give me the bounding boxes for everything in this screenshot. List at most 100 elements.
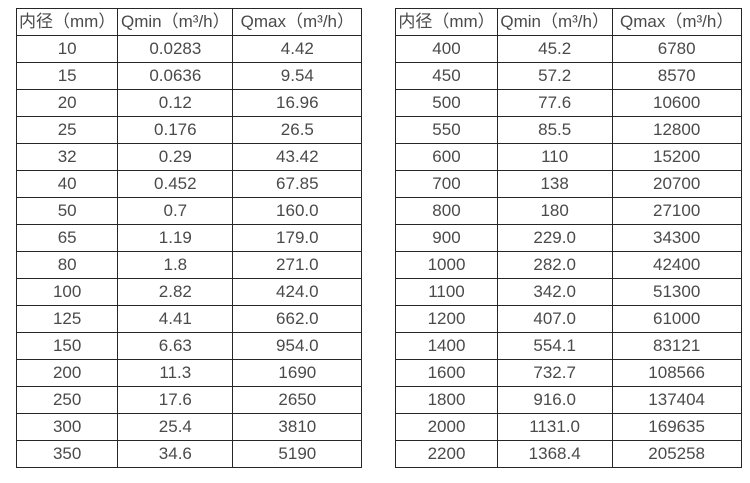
table-cell: 77.6 — [496, 89, 613, 117]
table-row: 450 57.2 8570 — [395, 62, 742, 90]
table-cell: 900 — [395, 224, 498, 252]
table-cell: 83121 — [611, 332, 742, 360]
table-cell: 15200 — [611, 143, 742, 171]
table-cell: 3810 — [232, 413, 363, 441]
table-row: 1000 282.0 42400 — [395, 251, 742, 279]
table-cell: 4.42 — [232, 35, 363, 63]
table-cell: 25 — [15, 116, 119, 144]
table-cell: 732.7 — [496, 359, 613, 387]
col-header-diameter: 内径（mm） — [15, 8, 119, 36]
table-cell: 180 — [496, 197, 613, 225]
table-cell: 80 — [15, 251, 119, 279]
table-cell: 2650 — [232, 386, 363, 414]
table-row: 400 45.2 6780 — [395, 35, 742, 63]
table-cell: 20 — [15, 89, 119, 117]
table-row: 10 0.0283 4.42 — [15, 35, 363, 63]
table-cell: 85.5 — [496, 116, 613, 144]
table-cell: 179.0 — [232, 224, 363, 252]
col-header-qmin: Qmin（m³/h） — [496, 8, 613, 36]
table-cell: 65 — [15, 224, 119, 252]
table-cell: 42400 — [611, 251, 742, 279]
table-cell: 1131.0 — [496, 413, 613, 441]
table-row: 250 17.6 2650 — [15, 386, 363, 414]
header-row: 内径（mm） Qmin（m³/h） Qmax（m³/h） — [15, 8, 363, 36]
table-cell: 10600 — [611, 89, 742, 117]
table-cell: 150 — [15, 332, 119, 360]
table-cell: 9.54 — [232, 62, 363, 90]
table-row: 1600 732.7 108566 — [395, 359, 742, 387]
table-cell: 61000 — [611, 305, 742, 333]
table-cell: 250 — [15, 386, 119, 414]
table-cell: 15 — [15, 62, 119, 90]
table-cell: 916.0 — [496, 386, 613, 414]
table-row: 800 180 27100 — [395, 197, 742, 225]
table-cell: 342.0 — [496, 278, 613, 306]
table-cell: 6780 — [611, 35, 742, 63]
table-cell: 450 — [395, 62, 498, 90]
col-header-diameter: 内径（mm） — [395, 8, 498, 36]
col-header-qmin: Qmin（m³/h） — [117, 8, 234, 36]
table-cell: 12800 — [611, 116, 742, 144]
table-row: 1400 554.1 83121 — [395, 332, 742, 360]
table-cell: 282.0 — [496, 251, 613, 279]
table-cell: 25.4 — [117, 413, 234, 441]
table-cell: 125 — [15, 305, 119, 333]
table-cell: 229.0 — [496, 224, 613, 252]
table-cell: 407.0 — [496, 305, 613, 333]
table-row: 1800 916.0 137404 — [395, 386, 742, 414]
table-cell: 271.0 — [232, 251, 363, 279]
table-cell: 4.41 — [117, 305, 234, 333]
table-cell: 67.85 — [232, 170, 363, 198]
table-row: 40 0.452 67.85 — [15, 170, 363, 198]
table-row: 25 0.176 26.5 — [15, 116, 363, 144]
table-cell: 110 — [496, 143, 613, 171]
table-row: 2200 1368.4 205258 — [395, 440, 742, 468]
table-cell: 0.0636 — [117, 62, 234, 90]
table-row: 700 138 20700 — [395, 170, 742, 198]
table-row: 2000 1131.0 169635 — [395, 413, 742, 441]
table-cell: 43.42 — [232, 143, 363, 171]
table-cell: 11.3 — [117, 359, 234, 387]
table-cell: 0.7 — [117, 197, 234, 225]
table-cell: 550 — [395, 116, 498, 144]
table-cell: 200 — [15, 359, 119, 387]
table-row: 20 0.12 16.96 — [15, 89, 363, 117]
flow-table-small-diameters: 内径（mm） Qmin（m³/h） Qmax（m³/h） 10 0.0283 4.4… — [15, 8, 363, 468]
table-cell: 500 — [395, 89, 498, 117]
table-row: 1100 342.0 51300 — [395, 278, 742, 306]
table-cell: 32 — [15, 143, 119, 171]
table-cell: 700 — [395, 170, 498, 198]
table-cell: 600 — [395, 143, 498, 171]
table-cell: 0.0283 — [117, 35, 234, 63]
table-cell: 26.5 — [232, 116, 363, 144]
table-cell: 2200 — [395, 440, 498, 468]
table-cell: 400 — [395, 35, 498, 63]
table-cell: 34300 — [611, 224, 742, 252]
table-cell: 0.12 — [117, 89, 234, 117]
table-cell: 554.1 — [496, 332, 613, 360]
table-cell: 6.63 — [117, 332, 234, 360]
table-cell: 0.452 — [117, 170, 234, 198]
table-cell: 5190 — [232, 440, 363, 468]
table-cell: 100 — [15, 278, 119, 306]
table-cell: 27100 — [611, 197, 742, 225]
table-row: 900 229.0 34300 — [395, 224, 742, 252]
table-cell: 1368.4 — [496, 440, 613, 468]
table-cell: 0.29 — [117, 143, 234, 171]
table-cell: 57.2 — [496, 62, 613, 90]
table-cell: 1000 — [395, 251, 498, 279]
table-body: 400 45.2 6780 450 57.2 8570 500 77.6 10600 550 85.… — [395, 35, 742, 468]
table-cell: 137404 — [611, 386, 742, 414]
table-row: 600 110 15200 — [395, 143, 742, 171]
table-row: 500 77.6 10600 — [395, 89, 742, 117]
table-cell: 138 — [496, 170, 613, 198]
table-cell: 10 — [15, 35, 119, 63]
table-row: 200 11.3 1690 — [15, 359, 363, 387]
table-cell: 1200 — [395, 305, 498, 333]
table-cell: 662.0 — [232, 305, 363, 333]
col-header-qmax: Qmax（m³/h） — [611, 8, 742, 36]
table-row: 65 1.19 179.0 — [15, 224, 363, 252]
table-cell: 16.96 — [232, 89, 363, 117]
table-row: 1200 407.0 61000 — [395, 305, 742, 333]
